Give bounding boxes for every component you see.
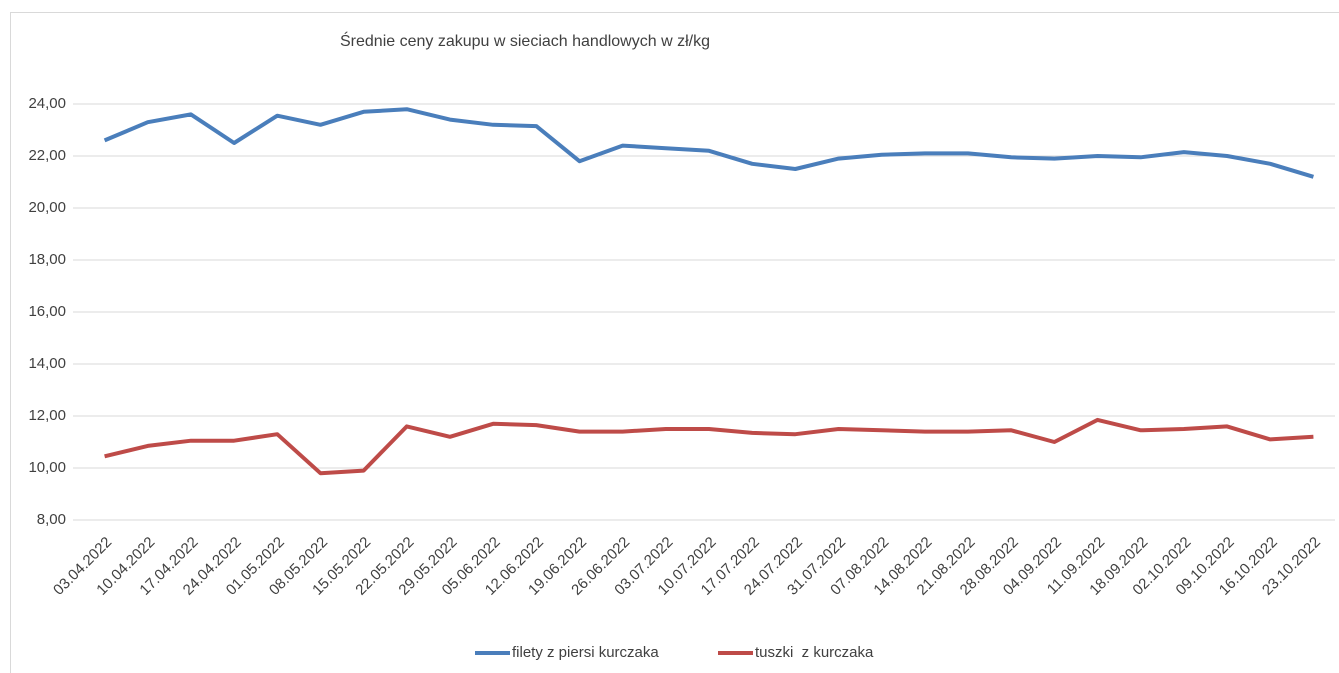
y-tick-label: 20,00 [28,199,66,216]
y-tick-label: 14,00 [28,355,66,372]
series-line [104,417,1314,476]
y-tick-label: 24,00 [28,95,66,112]
legend-label: filety z piersi kurczaka [512,644,659,661]
chart-title: Średnie ceny zakupu w sieciach handlowyc… [340,31,710,50]
chart-frame [10,12,1339,673]
legend-label: tuszki z kurczaka [755,644,874,661]
y-tick-label: 12,00 [28,407,66,424]
y-tick-label: 18,00 [28,251,66,268]
series-line [103,107,1314,179]
y-tick-label: 16,00 [28,303,66,320]
y-tick-label: 8,00 [37,511,66,528]
y-tick-label: 22,00 [28,147,66,164]
y-tick-label: 10,00 [28,459,66,476]
